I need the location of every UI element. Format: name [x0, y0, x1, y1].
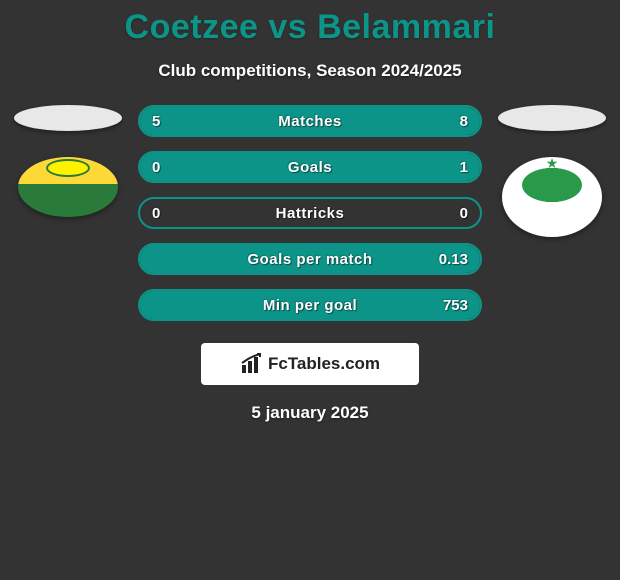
- chart-icon: [240, 353, 264, 375]
- stat-value-left: 0: [152, 205, 160, 222]
- stat-value-left: 5: [152, 113, 160, 130]
- stat-row: 0 Goals 1: [138, 151, 482, 183]
- stat-value-left: 0: [152, 159, 160, 176]
- player-right-placeholder: [498, 105, 606, 131]
- stat-label: Goals per match: [247, 251, 372, 268]
- team-right-badge: [502, 157, 602, 237]
- stat-value-right: 1: [460, 159, 468, 176]
- brand-panel: FcTables.com: [201, 343, 419, 385]
- brand-name: FcTables.com: [268, 354, 380, 374]
- page-subtitle: Club competitions, Season 2024/2025: [0, 61, 620, 81]
- stat-row: Min per goal 753: [138, 289, 482, 321]
- date-label: 5 january 2025: [0, 403, 620, 423]
- stat-label: Min per goal: [263, 297, 357, 314]
- stat-row: 5 Matches 8: [138, 105, 482, 137]
- stat-value-right: 753: [443, 297, 468, 314]
- comparison-panel: 5 Matches 8 0 Goals 1 0 Hattricks 0 Goals per mat…: [0, 105, 620, 321]
- team-right-column: [494, 105, 610, 237]
- stat-row: 0 Hattricks 0: [138, 197, 482, 229]
- stats-list: 5 Matches 8 0 Goals 1 0 Hattricks 0 Goals per mat…: [138, 105, 482, 321]
- player-left-placeholder: [14, 105, 122, 131]
- page-title: Coetzee vs Belammari: [0, 0, 620, 47]
- stat-value-right: 8: [460, 113, 468, 130]
- team-left-badge: [18, 157, 118, 217]
- stat-value-right: 0.13: [439, 251, 468, 268]
- stat-value-right: 0: [460, 205, 468, 222]
- stat-label: Matches: [278, 113, 342, 130]
- stat-row: Goals per match 0.13: [138, 243, 482, 275]
- team-left-column: [10, 105, 126, 217]
- stat-label: Hattricks: [276, 205, 345, 222]
- stat-label: Goals: [288, 159, 332, 176]
